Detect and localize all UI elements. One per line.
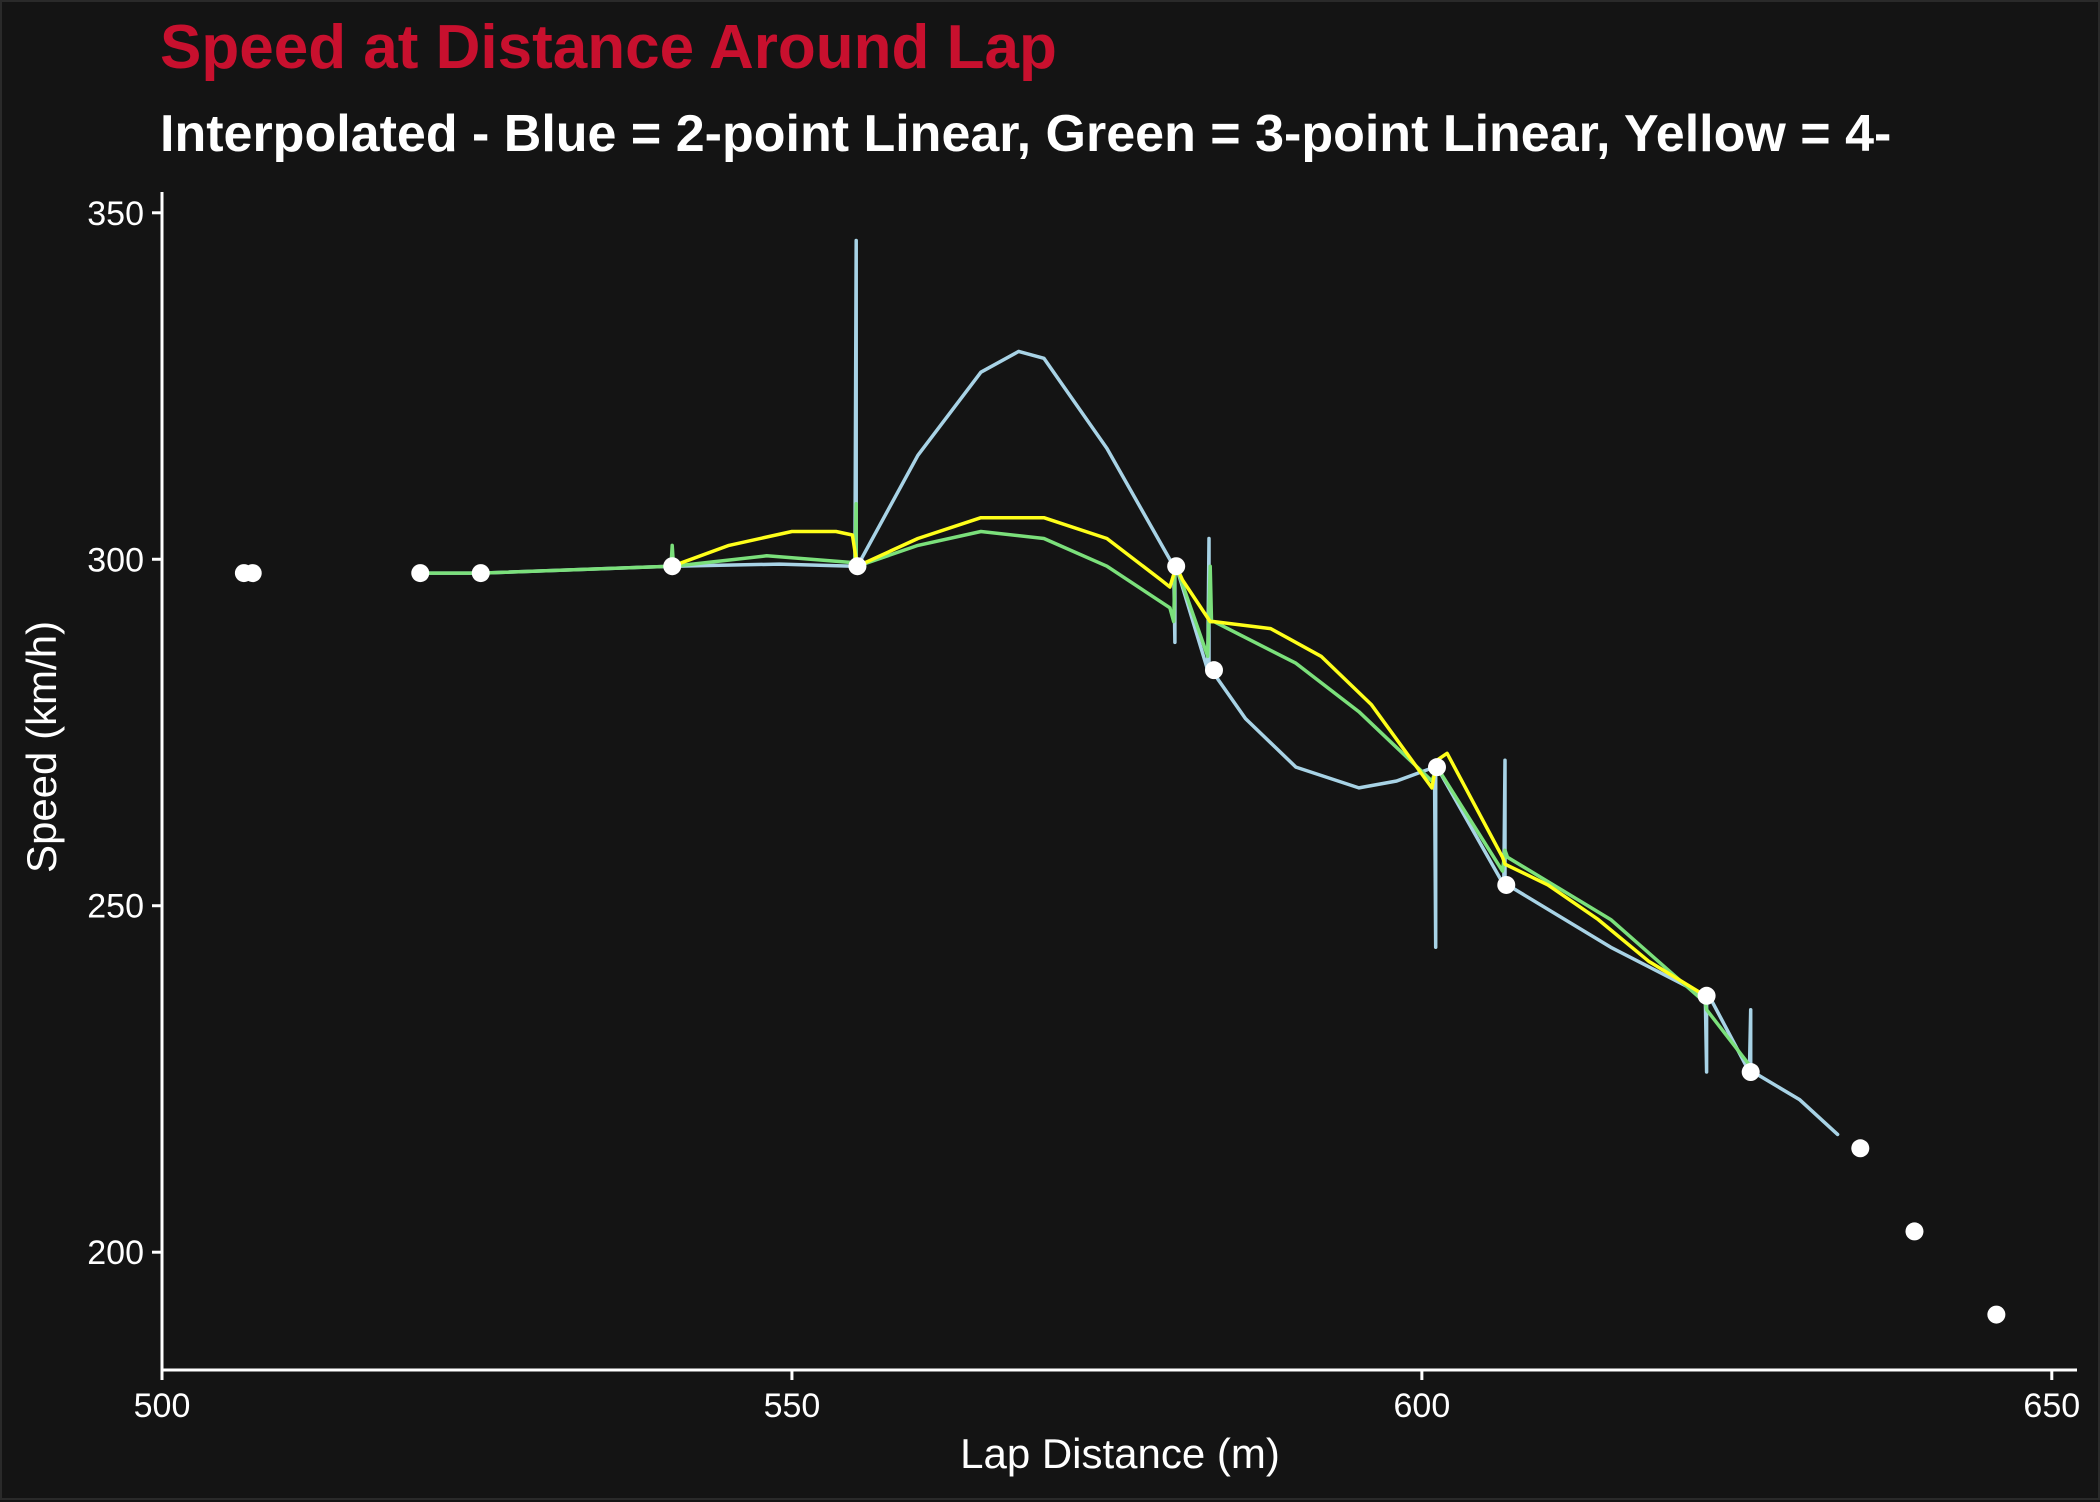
y-tick-label: 300 — [87, 541, 144, 579]
x-tick-label: 550 — [764, 1387, 821, 1425]
axes: 500 550 600 650 200 250 300 350 — [87, 192, 2080, 1425]
x-tick-label: 650 — [2023, 1387, 2080, 1425]
data-point — [848, 557, 867, 576]
y-axis-title: Speed (km/h) — [18, 621, 65, 873]
data-point — [1905, 1222, 1924, 1241]
chart-title: Speed at Distance Around Lap — [160, 13, 1057, 82]
data-point — [1497, 875, 1516, 894]
data-point — [1987, 1305, 2006, 1324]
data-point — [1427, 758, 1446, 777]
data-point — [663, 557, 682, 576]
points-layer — [234, 557, 2006, 1324]
series-layer — [418, 238, 1840, 1137]
data-point — [1697, 986, 1716, 1005]
data-point — [411, 564, 430, 583]
x-axis-title: Lap Distance (m) — [960, 1430, 1280, 1477]
y-tick-label: 250 — [87, 888, 144, 926]
x-tick-label: 500 — [134, 1387, 191, 1425]
chart-subtitle: Interpolated - Blue = 2-point Linear, Gr… — [160, 105, 1892, 163]
y-tick-label: 350 — [87, 195, 144, 233]
series-line-2pt-blue — [418, 238, 1840, 1137]
data-point — [1167, 557, 1186, 576]
data-point — [471, 564, 490, 583]
data-point — [1204, 661, 1223, 680]
data-point — [243, 564, 262, 583]
x-tick-label: 600 — [1394, 1387, 1451, 1425]
series-line-3pt-green — [418, 502, 1753, 1074]
data-point — [1741, 1063, 1760, 1082]
series-line-4pt-yellow — [670, 515, 1708, 998]
data-point — [1851, 1139, 1870, 1158]
y-tick-label: 200 — [87, 1234, 144, 1272]
